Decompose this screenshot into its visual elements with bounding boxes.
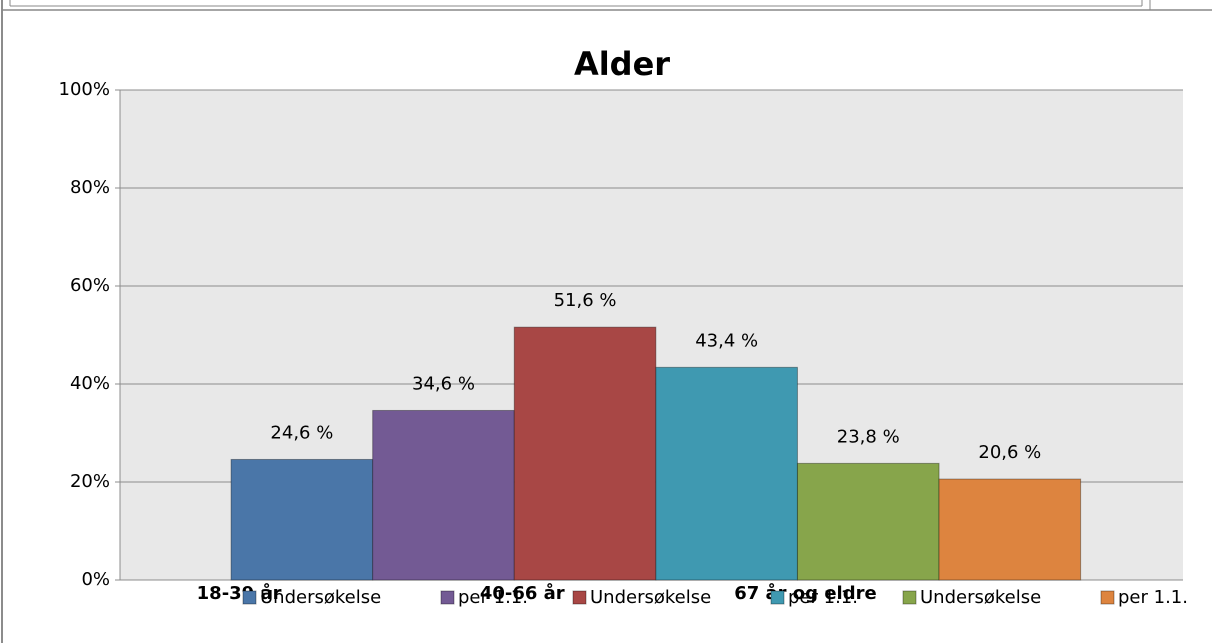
- bar: [372, 409, 515, 581]
- legend-swatch: [440, 590, 455, 605]
- y-tick-label: 0%: [81, 569, 110, 590]
- value-label: 51,6 %: [554, 290, 617, 311]
- y-tick-label: 100%: [59, 79, 110, 100]
- legend-swatch: [770, 590, 785, 605]
- value-label: 23,8 %: [837, 426, 900, 447]
- legend-label: Undersøkelse: [920, 587, 1041, 608]
- bar: [655, 366, 798, 581]
- y-tick-label: 60%: [70, 275, 110, 296]
- y-tick-label: 40%: [70, 373, 110, 394]
- bar: [938, 478, 1082, 581]
- legend-label: per 1.1.: [788, 587, 858, 608]
- x-tick-label: 40-66 år: [480, 582, 565, 604]
- bar: [230, 458, 374, 581]
- legend-label: Undersøkelse: [590, 587, 711, 608]
- x-tick-label: 18-39 år: [197, 582, 282, 604]
- y-tick-label: 80%: [70, 177, 110, 198]
- value-label: 43,4 %: [695, 330, 758, 351]
- value-label: 24,6 %: [270, 422, 333, 443]
- x-tick-label: 67 år og eldre: [734, 582, 876, 604]
- legend-swatch: [242, 590, 257, 605]
- legend-swatch: [572, 590, 587, 605]
- legend-swatch: [902, 590, 917, 605]
- legend-label: per 1.1.: [1118, 587, 1188, 608]
- legend-label: Undersøkelse: [260, 587, 381, 608]
- value-label: 34,6 %: [412, 373, 475, 394]
- y-tick-label: 20%: [70, 471, 110, 492]
- chart-title: Alder: [574, 45, 670, 83]
- legend-swatch: [1100, 590, 1115, 605]
- legend-label: per 1.1.: [458, 587, 528, 608]
- bar: [796, 462, 940, 581]
- bar: [513, 326, 657, 581]
- value-label: 20,6 %: [978, 442, 1041, 463]
